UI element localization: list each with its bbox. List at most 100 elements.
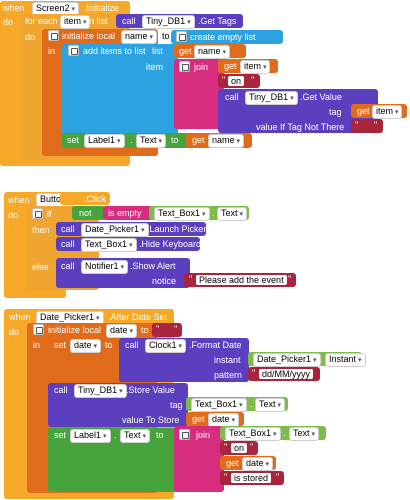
date-variable-field[interactable]: date [106, 324, 137, 338]
add-items-to-list-block[interactable] [62, 44, 178, 136]
dot-separator: . [250, 399, 253, 409]
tinydb-dropdown[interactable]: Tiny_DB1 [245, 91, 298, 105]
pattern-socket-label: pattern [214, 370, 243, 380]
pattern-string-value[interactable]: dd/MM/yyyy [259, 369, 314, 379]
textbox-component-dropdown[interactable]: Text_Box1 [81, 238, 137, 252]
gear-icon[interactable] [33, 324, 44, 335]
gear-icon[interactable] [48, 30, 59, 41]
item-variable-dropdown[interactable]: item [240, 60, 271, 74]
tinydb-dropdown[interactable]: Tiny_DB1 [142, 15, 195, 29]
text-property-dropdown[interactable]: Text [120, 429, 150, 443]
text-property-dropdown[interactable]: Text [255, 398, 285, 412]
dot-separator: . [283, 428, 286, 438]
text-property-dropdown[interactable]: Text [136, 134, 166, 148]
get-keyword: get [192, 135, 205, 145]
open-quote: " [224, 442, 228, 452]
initialize-local-keyword: initialize local [48, 325, 102, 335]
textbox-component-dropdown[interactable]: Text_Box1 [191, 398, 247, 412]
close-quote: " [310, 368, 314, 378]
open-quote: " [355, 120, 359, 130]
name-variable-field[interactable]: name [121, 30, 157, 44]
do-keyword: do [3, 17, 14, 27]
date-picker-dropdown[interactable]: Date_Picker1 [81, 223, 149, 237]
call-keyword: call [125, 340, 139, 350]
gear-icon[interactable] [176, 31, 187, 42]
empty-string-block[interactable] [351, 119, 383, 133]
close-quote: " [288, 274, 292, 284]
name-variable-dropdown[interactable]: name [208, 134, 244, 148]
hide-keyboard-method: .Hide Keyboard [139, 239, 202, 249]
open-quote: " [222, 75, 226, 85]
label-component-dropdown[interactable]: Label1 [84, 134, 125, 148]
is-stored-string-value[interactable]: is stored [231, 473, 272, 483]
on-string-value[interactable]: on [228, 76, 245, 86]
dot-separator: . [114, 430, 117, 440]
create-empty-list-block[interactable] [171, 30, 283, 44]
date-variable-dropdown[interactable]: date [242, 457, 273, 471]
join-keyword: join [194, 62, 209, 72]
in-list-keyword: in list [87, 16, 108, 26]
initialize-local-keyword: initialize local [62, 31, 116, 41]
to-keyword: to [156, 430, 164, 440]
format-date-method: .Format Date [189, 340, 242, 350]
item-variable-dropdown[interactable]: item [372, 105, 403, 119]
do-keyword: do [8, 210, 19, 220]
gear-icon[interactable] [32, 208, 43, 219]
gear-icon[interactable] [179, 429, 190, 440]
close-quote: " [251, 75, 255, 85]
value-to-store-label: value To Store [122, 415, 180, 425]
label-component-dropdown[interactable]: Label1 [70, 429, 111, 443]
gear-icon[interactable] [179, 61, 190, 72]
get-keyword: get [192, 414, 205, 424]
get-keyword: get [226, 458, 239, 468]
empty-string-block[interactable] [152, 323, 182, 337]
if-keyword: if [47, 209, 52, 219]
textbox-component-dropdown[interactable]: Text_Box1 [225, 427, 281, 441]
is-empty-block[interactable] [103, 206, 153, 220]
set-keyword: set [67, 135, 80, 145]
on-string-value[interactable]: on [231, 443, 248, 453]
name-variable-dropdown[interactable]: name [194, 45, 230, 59]
notice-socket-label: notice [152, 276, 177, 286]
click-event-label: .Click [84, 194, 106, 204]
initialize-event-label: .Initialize [84, 3, 120, 13]
then-keyword: then [32, 225, 50, 235]
tinydb-dropdown[interactable]: Tiny_DB1 [74, 384, 127, 398]
when-keyword: when [3, 3, 25, 13]
do-keyword: do [9, 327, 20, 337]
close-quote: " [276, 472, 280, 482]
launch-picker-method: .Launch Picker [147, 224, 207, 234]
gear-icon[interactable] [68, 45, 79, 56]
after-date-set-label: .After Date Set [108, 312, 168, 322]
clock-dropdown[interactable]: Clock1 [145, 339, 186, 353]
not-block[interactable] [72, 206, 106, 220]
add-items-label: add items to list [83, 46, 146, 56]
alert-text-value[interactable]: Please add the event [196, 275, 287, 285]
text-property-dropdown[interactable]: Text [289, 427, 319, 441]
dot-separator: . [212, 208, 215, 218]
is-empty-keyword: is empty [108, 208, 142, 218]
set-keyword: set [54, 430, 67, 440]
in-keyword: in [48, 46, 56, 56]
date-variable-dropdown[interactable]: date [70, 339, 101, 353]
call-keyword: call [61, 261, 75, 271]
get-value-method: .Get Value [300, 92, 342, 102]
date-picker-dropdown[interactable]: Date_Picker1 [253, 353, 321, 367]
notifier-dropdown[interactable]: Notifier1 [81, 260, 128, 274]
date-variable-dropdown[interactable]: date [208, 413, 239, 427]
tag-socket-label: tag [170, 400, 183, 410]
textbox-component-dropdown[interactable]: Text_Box1 [154, 207, 210, 221]
when-keyword: when [9, 312, 31, 322]
to-keyword: to [171, 135, 179, 145]
instant-property-dropdown[interactable]: Instant [325, 353, 366, 367]
open-quote: " [224, 472, 228, 482]
close-quote: " [174, 324, 178, 334]
else-keyword: else [32, 262, 49, 272]
call-keyword: call [61, 224, 75, 234]
close-quote: " [250, 442, 254, 452]
text-property-dropdown[interactable]: Text [217, 207, 247, 221]
item-variable-field[interactable]: item [60, 15, 91, 29]
call-keyword: call [54, 385, 68, 395]
create-empty-list-label: create empty list [190, 32, 256, 42]
dot-separator: . [130, 135, 133, 145]
